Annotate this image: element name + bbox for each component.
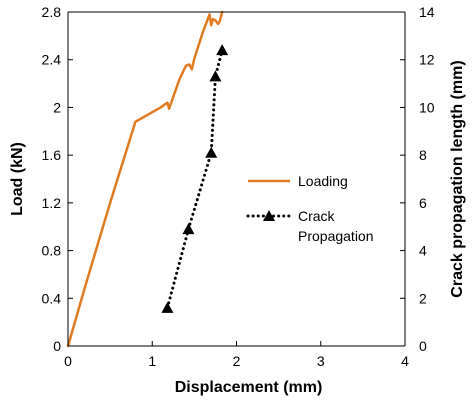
y-tick-label: 0.4 <box>42 290 62 306</box>
x-tick-label: 1 <box>148 353 156 369</box>
markers <box>161 44 229 313</box>
legend-label-crack-line-1: Crack <box>298 208 336 224</box>
y2-tick-label: 6 <box>419 195 427 211</box>
y2-tick-label: 12 <box>419 52 435 68</box>
y-tick-label: 1.6 <box>42 147 62 163</box>
y2-axis-title: Crack propagation length (mm) <box>449 60 466 297</box>
legend-label-crack: Crack Propagation <box>298 208 374 244</box>
y-tick-label: 2.4 <box>42 52 62 68</box>
crack-propagation-marker <box>161 301 174 313</box>
x-tick-label: 3 <box>317 353 325 369</box>
y2-tick-label: 2 <box>419 290 427 306</box>
crack-propagation-marker <box>205 146 218 158</box>
x-tick-label: 0 <box>64 353 72 369</box>
y-axis-title: Load (kN) <box>9 142 26 216</box>
y-tick-label: 2 <box>53 99 61 115</box>
loading-line <box>66 10 224 348</box>
y-tick-label: 0 <box>53 338 61 354</box>
crack-propagation-marker <box>216 44 229 56</box>
x-axis-title: Displacement (mm) <box>175 379 323 396</box>
legend-label-loading: Loading <box>298 173 348 189</box>
y2-tick-label: 0 <box>419 338 427 354</box>
y2-tick-label: 4 <box>419 243 427 259</box>
plot-lines <box>66 10 224 348</box>
y-tick-label: 2.8 <box>42 4 62 20</box>
legend-label-crack-line-2: Propagation <box>298 228 374 244</box>
crack-propagation-marker <box>182 223 195 235</box>
crack-propagation-marker <box>209 70 222 82</box>
x-tick-label: 2 <box>233 353 241 369</box>
y2-tick-label: 14 <box>419 4 435 20</box>
legend: Loading Crack Propagation <box>246 173 374 244</box>
y-tick-label: 0.8 <box>42 243 62 259</box>
y-tick-label: 1.2 <box>42 195 62 211</box>
x-tick-label: 4 <box>401 353 409 369</box>
y2-tick-label: 8 <box>419 147 427 163</box>
legend-marker-crack <box>263 210 275 221</box>
y2-tick-label: 10 <box>419 99 435 115</box>
